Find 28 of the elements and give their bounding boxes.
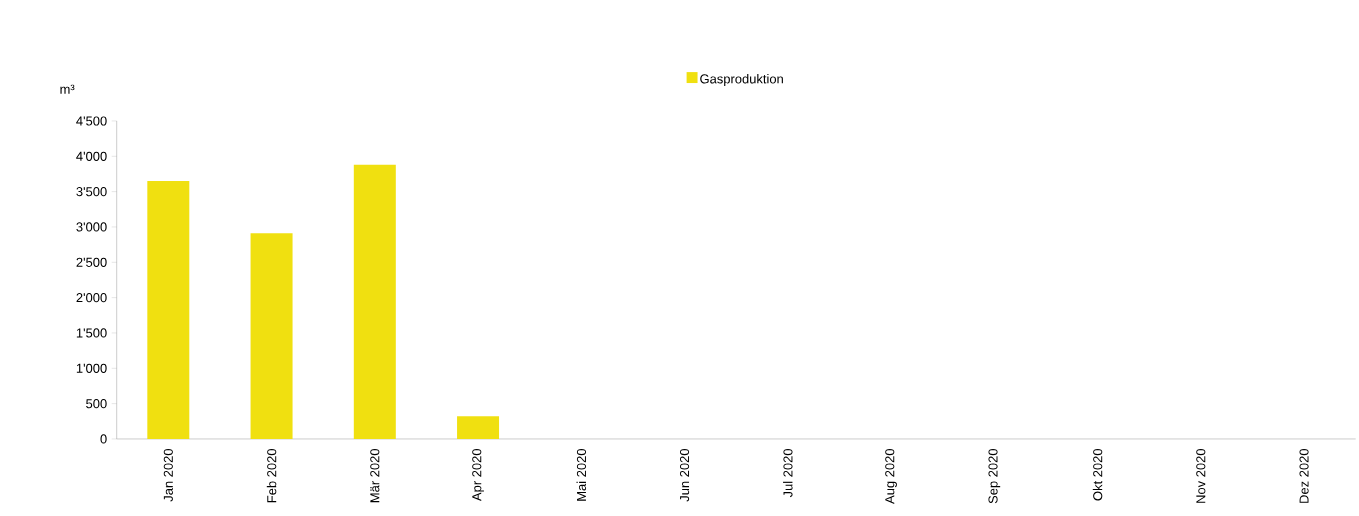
y-tick-label: 1'000 [76, 363, 107, 373]
bar [353, 164, 396, 439]
y-tick-label: 0 [100, 434, 107, 444]
x-tick-label: Mär 2020 [370, 449, 380, 503]
x-tick-label: Feb 2020 [266, 449, 277, 503]
y-tick-label: 4'000 [76, 151, 107, 161]
x-tick-label: Jul 2020 [783, 449, 793, 498]
x-tick-label: Sep 2020 [988, 449, 1001, 504]
legend-label: Gasproduktion [700, 73, 783, 87]
x-tick-label: Mai 2020 [576, 449, 587, 501]
y-tick-label: 4'500 [76, 116, 107, 126]
x-tick-label: Apr 2020 [472, 449, 484, 502]
x-tick-label: Dez 2020 [1299, 449, 1309, 503]
y-tick-label: 2'500 [76, 257, 107, 267]
y-tick-label: 3'500 [76, 187, 107, 197]
y-tick-label: 1'500 [76, 328, 107, 338]
x-tick-label: Aug 2020 [885, 449, 897, 504]
y-tick-label: 2'000 [76, 293, 107, 303]
x-tick-label: Okt 2020 [1092, 448, 1103, 501]
y-axis-title: m³ [60, 84, 75, 94]
x-tick-label: Jun 2020 [679, 449, 690, 502]
x-tick-label: Jan 2020 [163, 449, 173, 502]
bar [457, 416, 500, 439]
x-tick-label: Nov 2020 [1196, 449, 1206, 503]
y-tick-label: 3'000 [76, 222, 107, 232]
y-tick-label: 500 [86, 399, 107, 409]
bar [147, 181, 190, 439]
bar [250, 233, 293, 439]
